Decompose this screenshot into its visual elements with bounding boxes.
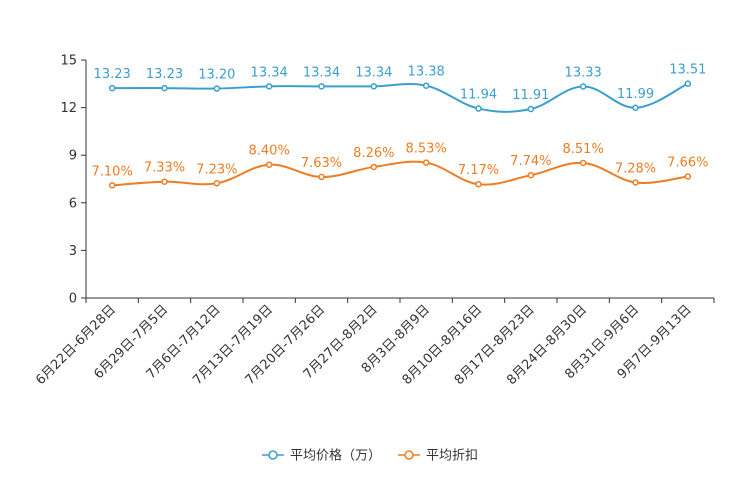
legend-marker <box>404 450 414 460</box>
y-tick-label: 15 <box>60 54 77 69</box>
data-label: 7.28% <box>615 161 656 176</box>
y-tick-label: 12 <box>60 101 77 116</box>
data-label: 8.26% <box>353 146 394 161</box>
legend-marker <box>268 450 278 460</box>
data-point <box>213 85 221 92</box>
data-point <box>161 178 168 185</box>
data-point <box>632 104 639 112</box>
data-label: 13.34 <box>303 65 340 80</box>
data-point <box>370 163 378 171</box>
data-point <box>527 171 535 179</box>
data-label: 11.91 <box>512 88 549 103</box>
series-2: 7.10% 7.33% 7.23% 8.40% 7.63% 8.26% 8.53% 7.17%… <box>92 142 708 189</box>
data-point <box>318 83 325 90</box>
data-label: 13.34 <box>251 65 288 80</box>
data-label: 8.51% <box>563 142 604 157</box>
data-point <box>632 179 639 186</box>
data-point <box>422 82 430 89</box>
data-point <box>213 180 221 187</box>
data-point <box>684 173 692 180</box>
data-label: 7.33% <box>144 161 185 176</box>
data-point <box>527 105 535 113</box>
data-point <box>422 159 430 166</box>
data-point <box>579 83 587 90</box>
data-label: 7.63% <box>301 156 342 171</box>
data-point <box>318 173 325 181</box>
data-point <box>475 105 482 112</box>
data-label: 13.38 <box>408 65 445 80</box>
data-label: 13.20 <box>198 68 235 83</box>
data-label: 7.23% <box>196 162 237 177</box>
data-label: 7.10% <box>92 164 133 179</box>
data-point <box>579 159 587 167</box>
series-line <box>112 160 688 187</box>
data-label: 13.23 <box>146 67 183 82</box>
y-tick-label: 3 <box>69 244 77 259</box>
legend-label: 平均折扣 <box>426 449 478 464</box>
data-label: 11.99 <box>617 87 654 102</box>
y-tick-label: 0 <box>69 292 77 307</box>
data-label: 13.33 <box>565 65 602 80</box>
data-label: 7.66% <box>667 155 708 170</box>
data-point <box>161 84 168 92</box>
data-label: 8.53% <box>406 142 447 157</box>
data-label: 13.51 <box>669 63 706 78</box>
data-point <box>370 83 378 90</box>
data-label: 7.17% <box>458 163 499 178</box>
y-tick-label: 6 <box>69 196 77 211</box>
data-point <box>475 180 482 188</box>
data-point <box>265 161 273 168</box>
data-label: 13.23 <box>94 67 131 82</box>
series-line <box>112 82 689 113</box>
data-label: 13.34 <box>355 65 392 80</box>
data-label: 8.40% <box>249 144 290 159</box>
series-1: 13.23 13.23 13.20 13.34 13.34 13.34 13.38 11.94… <box>94 63 706 113</box>
data-label: 11.94 <box>460 88 497 103</box>
legend-label: 平均价格（万） <box>290 448 381 464</box>
data-point <box>265 83 273 90</box>
data-point <box>684 80 692 87</box>
data-label: 7.74% <box>510 154 551 169</box>
legend-item-2: 平均折扣 <box>398 449 478 464</box>
data-point <box>108 84 116 92</box>
y-tick-label: 9 <box>69 149 77 164</box>
legend-item-1: 平均价格（万） <box>262 448 381 464</box>
data-point <box>108 182 116 189</box>
